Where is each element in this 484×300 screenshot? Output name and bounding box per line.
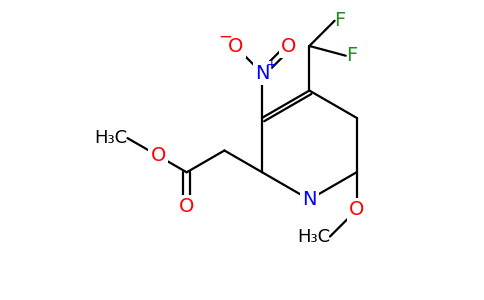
Text: O: O: [349, 200, 364, 219]
Text: +: +: [265, 58, 277, 72]
Text: O: O: [151, 146, 166, 165]
Text: −: −: [219, 28, 233, 46]
Text: N: N: [302, 190, 317, 209]
Text: O: O: [228, 37, 243, 56]
Text: N: N: [255, 64, 270, 83]
Text: O: O: [179, 197, 195, 217]
Text: O: O: [281, 37, 297, 56]
Text: F: F: [346, 46, 357, 65]
Text: H₃C: H₃C: [297, 228, 330, 246]
Text: H₃C: H₃C: [94, 129, 127, 147]
Text: F: F: [334, 11, 346, 30]
